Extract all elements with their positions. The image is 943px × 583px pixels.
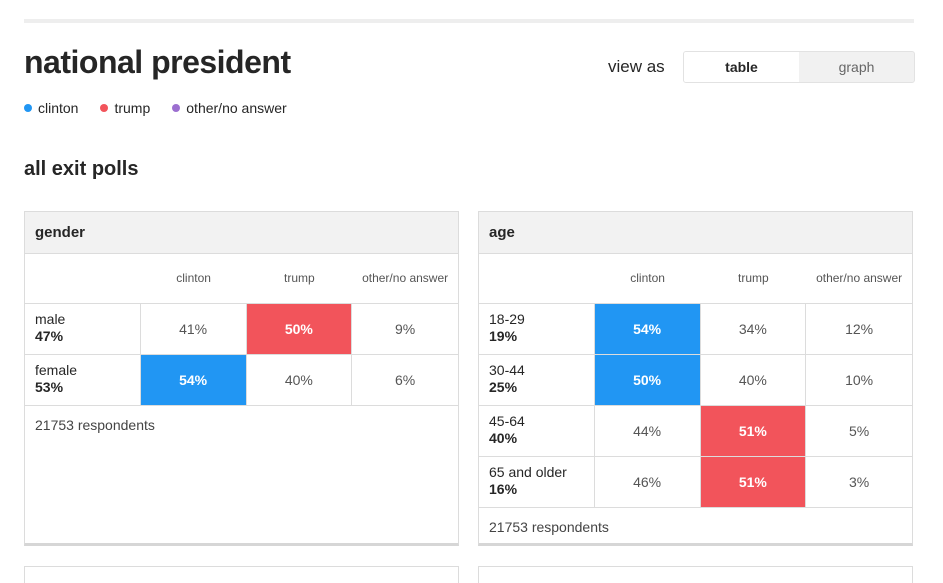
cell-trump: 51% — [700, 406, 807, 456]
column-header-other: other/no answer — [362, 271, 449, 285]
age-card: age clinton trump other/no answer 18-29 … — [478, 211, 913, 546]
next-card-edge — [24, 566, 459, 583]
table-row: male 47% 41% 50% 9% — [25, 304, 458, 355]
row-group: 30-44 — [489, 362, 525, 378]
row-share: 53% — [35, 379, 64, 395]
clinton-dot-icon — [24, 104, 32, 112]
candidate-legend: clinton trump other/no answer — [24, 100, 309, 116]
legend-item-trump: trump — [100, 100, 150, 116]
view-toggle: table graph — [683, 51, 915, 83]
cell-other: 9% — [395, 321, 416, 337]
row-share: 47% — [35, 328, 64, 344]
row-label: male 47% — [25, 304, 141, 354]
cell-clinton: 41% — [141, 304, 247, 354]
top-divider — [24, 19, 914, 23]
cell-trump: 40% — [701, 355, 807, 405]
cell-trump: 51% — [700, 457, 807, 507]
trump-dot-icon — [100, 104, 109, 112]
cell-clinton: 50% — [594, 355, 701, 405]
cell-clinton: 44% — [595, 406, 701, 456]
gender-card: gender clinton trump other/no answer mal… — [24, 211, 459, 546]
row-share: 19% — [489, 328, 518, 344]
view-table-button[interactable]: table — [684, 52, 799, 82]
row-share: 25% — [489, 379, 518, 395]
row-group: 18-29 — [489, 311, 525, 327]
cell-other: 6% — [395, 372, 416, 388]
column-header-trump: trump — [284, 271, 315, 285]
table-row: 45-64 40% 44% 51% 5% — [479, 406, 912, 457]
row-label: female 53% — [25, 355, 141, 405]
cell-trump: 34% — [701, 304, 807, 354]
column-header-other: other/no answer — [816, 271, 903, 285]
row-label: 65 and older 16% — [479, 457, 595, 507]
cell-other: 3% — [849, 474, 870, 490]
legend-item-clinton: clinton — [24, 100, 78, 116]
card-title: age — [479, 212, 912, 254]
cell-clinton: 46% — [595, 457, 701, 507]
cell-clinton: 54% — [594, 304, 701, 354]
page-title: national president — [24, 44, 291, 80]
legend-label: clinton — [38, 100, 79, 116]
cell-other: 10% — [845, 372, 874, 388]
cell-other: 12% — [845, 321, 874, 337]
cell-other: 5% — [849, 423, 870, 439]
view-graph-button[interactable]: graph — [838, 59, 875, 75]
next-card-edge — [478, 566, 913, 583]
row-label: 30-44 25% — [479, 355, 595, 405]
row-group: 65 and older — [489, 464, 567, 480]
other-dot-icon — [172, 104, 181, 112]
cell-clinton: 54% — [140, 355, 247, 405]
row-group: female — [35, 362, 78, 378]
row-share: 40% — [489, 430, 518, 446]
row-share: 16% — [489, 481, 518, 497]
row-label: 18-29 19% — [479, 304, 595, 354]
column-header-row: clinton trump other/no answer — [25, 254, 458, 304]
legend-item-other: other/no answer — [172, 100, 287, 116]
column-header-row: clinton trump other/no answer — [479, 254, 912, 304]
legend-label: other/no answer — [186, 100, 287, 116]
column-header-clinton: clinton — [176, 271, 211, 285]
view-as-label: view as — [608, 57, 665, 76]
legend-label: trump — [114, 100, 151, 116]
column-header-trump: trump — [738, 271, 769, 285]
table-row: female 53% 54% 40% 6% — [25, 355, 458, 406]
table-row: 18-29 19% 54% 34% 12% — [479, 304, 912, 355]
cell-trump: 50% — [246, 304, 353, 354]
row-group: 45-64 — [489, 413, 525, 429]
row-label: 45-64 40% — [479, 406, 595, 456]
row-group: male — [35, 311, 66, 327]
respondent-count: 21753 respondents — [489, 519, 609, 535]
column-header-clinton: clinton — [630, 271, 665, 285]
card-title: gender — [25, 212, 458, 254]
table-row: 30-44 25% 50% 40% 10% — [479, 355, 912, 406]
cell-trump: 40% — [247, 355, 353, 405]
section-title: all exit polls — [24, 158, 139, 180]
respondent-count: 21753 respondents — [35, 417, 155, 433]
table-row: 65 and older 16% 46% 51% 3% — [479, 457, 912, 508]
